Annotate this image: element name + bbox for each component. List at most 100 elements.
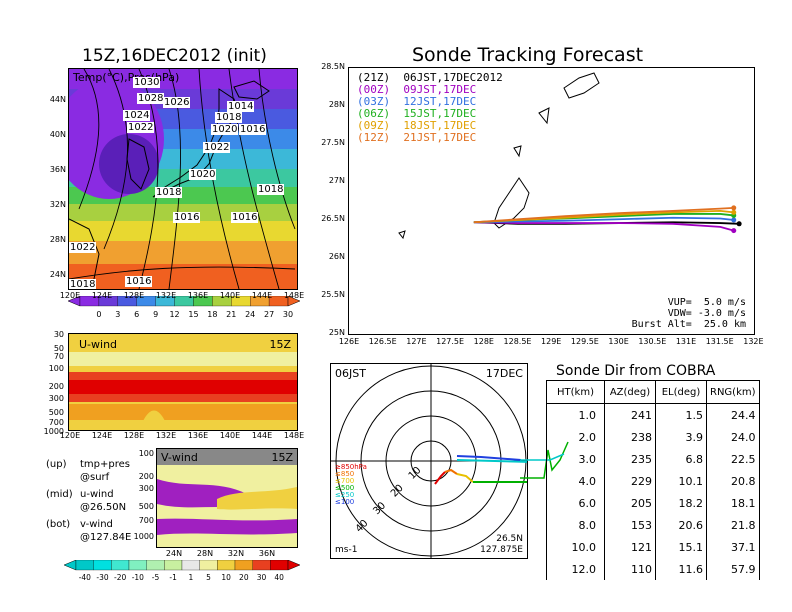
table-cell: 3.9 xyxy=(655,426,707,448)
colorbar-swatch xyxy=(252,560,271,571)
table-cell: 24.4 xyxy=(706,403,760,426)
map-lat-tick: 24N xyxy=(49,270,66,279)
level-legend-item: ≤700 xyxy=(335,477,355,485)
hodograph-segment xyxy=(456,459,527,463)
track-lon-tick: 130E xyxy=(608,337,629,346)
run-legend-item: (06Z) 15JST,17DEC xyxy=(357,107,477,120)
launch-param: Burst Alt= 25.0 km xyxy=(631,319,746,330)
run-legend-item: (03Z) 12JST,17DEC xyxy=(357,95,477,108)
uwind-p-tick: 70 xyxy=(53,352,64,361)
colorbar-label: 21 xyxy=(226,310,236,319)
uwind-lon-tick: 140E xyxy=(219,431,241,440)
colorbar-label: 5 xyxy=(206,573,211,582)
colorbar-label: 15 xyxy=(188,310,198,319)
colorbar-label: 30 xyxy=(283,310,293,319)
panel-legend: (up) tmp+pres @surf (mid) u-wind @26.50N (bot)… xyxy=(46,458,131,548)
track-lat-tick: 26N xyxy=(328,252,345,261)
table-cell: 1.5 xyxy=(655,403,707,426)
okinawa-outline xyxy=(493,177,530,229)
temp-pressure-map: Temp(°C),Pres(hPa) 1030 1028 1026 1024 1022 1… xyxy=(68,68,298,290)
track-series xyxy=(473,216,734,224)
isobar-label: 1016 xyxy=(125,276,153,287)
map-lat-tick: 40N xyxy=(49,130,66,139)
track-lon-tick: 130.5E xyxy=(638,337,667,346)
hodograph-segment xyxy=(444,468,458,475)
level-legend-item: ≤250 xyxy=(335,491,355,499)
track-lat-tick: 27.5N xyxy=(321,138,345,147)
track-endpoint xyxy=(731,228,737,234)
isobar-label: 1020 xyxy=(189,169,217,180)
isobar-label: 1018 xyxy=(155,187,183,198)
table-cell: 235 xyxy=(604,448,656,470)
colorbar-label: 0 xyxy=(96,310,101,319)
table-cell: 15.1 xyxy=(655,536,707,558)
uwind-lon-tick: 120E xyxy=(59,431,81,440)
v-wind-label: V-wind xyxy=(161,451,198,464)
legend-value: @26.50N xyxy=(80,502,127,513)
legend-row: (mid) u-wind xyxy=(46,488,131,501)
uwind-lon-tick: 148E xyxy=(283,431,305,440)
map-lat-tick: 36N xyxy=(49,165,66,174)
polar-unit: ms-1 xyxy=(335,545,358,555)
uwind-jet-core xyxy=(69,380,297,394)
polar-ring-label: 10 xyxy=(407,465,424,482)
isobar-label: 1024 xyxy=(123,110,151,121)
colorbar-swatch xyxy=(164,560,183,571)
colorbar-swatch xyxy=(199,560,218,571)
colorbar-swatch xyxy=(270,560,289,571)
isobar-label: 1022 xyxy=(69,242,97,253)
map-lon-tick: 120E xyxy=(59,291,81,300)
isobar-label: 1016 xyxy=(231,212,259,223)
isobar-line xyxy=(78,69,100,210)
colorbar-label: 9 xyxy=(153,310,158,319)
legend-row: @26.50N xyxy=(46,501,131,518)
track-lon-tick: 126E xyxy=(338,337,360,346)
polar-lon: 127.875E xyxy=(480,545,523,555)
table-cell: 10.1 xyxy=(655,470,707,492)
table-cell: 110 xyxy=(604,558,656,580)
table-title: Sonde Dir from COBRA xyxy=(556,363,716,379)
legend-row: @surf xyxy=(46,471,131,488)
table-row: 3.0 235 6.8 22.5 xyxy=(546,448,760,470)
table-cell: 57.9 xyxy=(706,558,760,580)
table-row: 6.0 205 18.2 18.1 xyxy=(546,492,760,514)
track-lat-tick: 25.5N xyxy=(321,290,345,299)
legend-value: v-wind xyxy=(80,519,113,530)
legend-value: u-wind xyxy=(80,489,114,500)
isobar-label: 1022 xyxy=(127,122,155,133)
run-legend: (21Z) 06JST,17DEC2012 (00Z) 09JST,17DEC (0… xyxy=(357,72,503,144)
level-legend-item: ≤850 xyxy=(335,470,355,478)
table-cell: 12.0 xyxy=(546,558,605,580)
colorbar-swatch xyxy=(111,560,130,571)
temp-colorbar: 0 3 6 9 12 15 18 21 24 27 30 xyxy=(68,296,300,319)
vwind-p-tick: 100 xyxy=(138,449,154,458)
table-cell: 11.6 xyxy=(655,558,707,580)
vwind-lat-tick: 32N xyxy=(227,549,245,558)
level-legend: ≥850hPa ≤850 ≤700 ≤500 ≤250 ≤100 xyxy=(335,464,367,506)
table-cell: 6.8 xyxy=(655,448,707,470)
track-lat-tick: 28.5N xyxy=(321,62,345,71)
map-lon-tick: 128E xyxy=(123,291,145,300)
vwind-p-tick: 500 xyxy=(138,502,154,511)
track-lon-tick: 131E xyxy=(675,337,697,346)
hodograph-segment xyxy=(434,471,446,485)
launch-param: VUP= 5.0 m/s xyxy=(667,297,746,308)
table-row: 2.0 238 3.9 24.0 xyxy=(546,426,760,448)
polar-date: 17DEC xyxy=(485,367,523,380)
isobar-label: 1018 xyxy=(215,112,243,123)
track-lat-tick: 26.5N xyxy=(321,214,345,223)
legend-value: @surf xyxy=(80,472,110,483)
sonde-track-map: (21Z) 06JST,17DEC2012 (00Z) 09JST,17DEC (0… xyxy=(348,67,755,335)
table-cell: 229 xyxy=(604,470,656,492)
isobar-label: 1028 xyxy=(137,93,165,104)
run-legend-item: (09Z) 18JST,17DEC xyxy=(357,119,477,132)
temp-band xyxy=(69,264,297,289)
temp-band xyxy=(69,221,297,241)
table-row: 1.0 241 1.5 24.4 xyxy=(546,403,760,426)
table-row: 10.0 121 15.1 37.1 xyxy=(546,536,760,558)
vwind-pos xyxy=(217,487,297,510)
hodograph-segment xyxy=(456,455,522,461)
u-wind-panel: U-wind 15Z xyxy=(68,333,298,431)
uwind-band xyxy=(69,352,297,366)
map-lon-tick: 136E xyxy=(187,291,209,300)
